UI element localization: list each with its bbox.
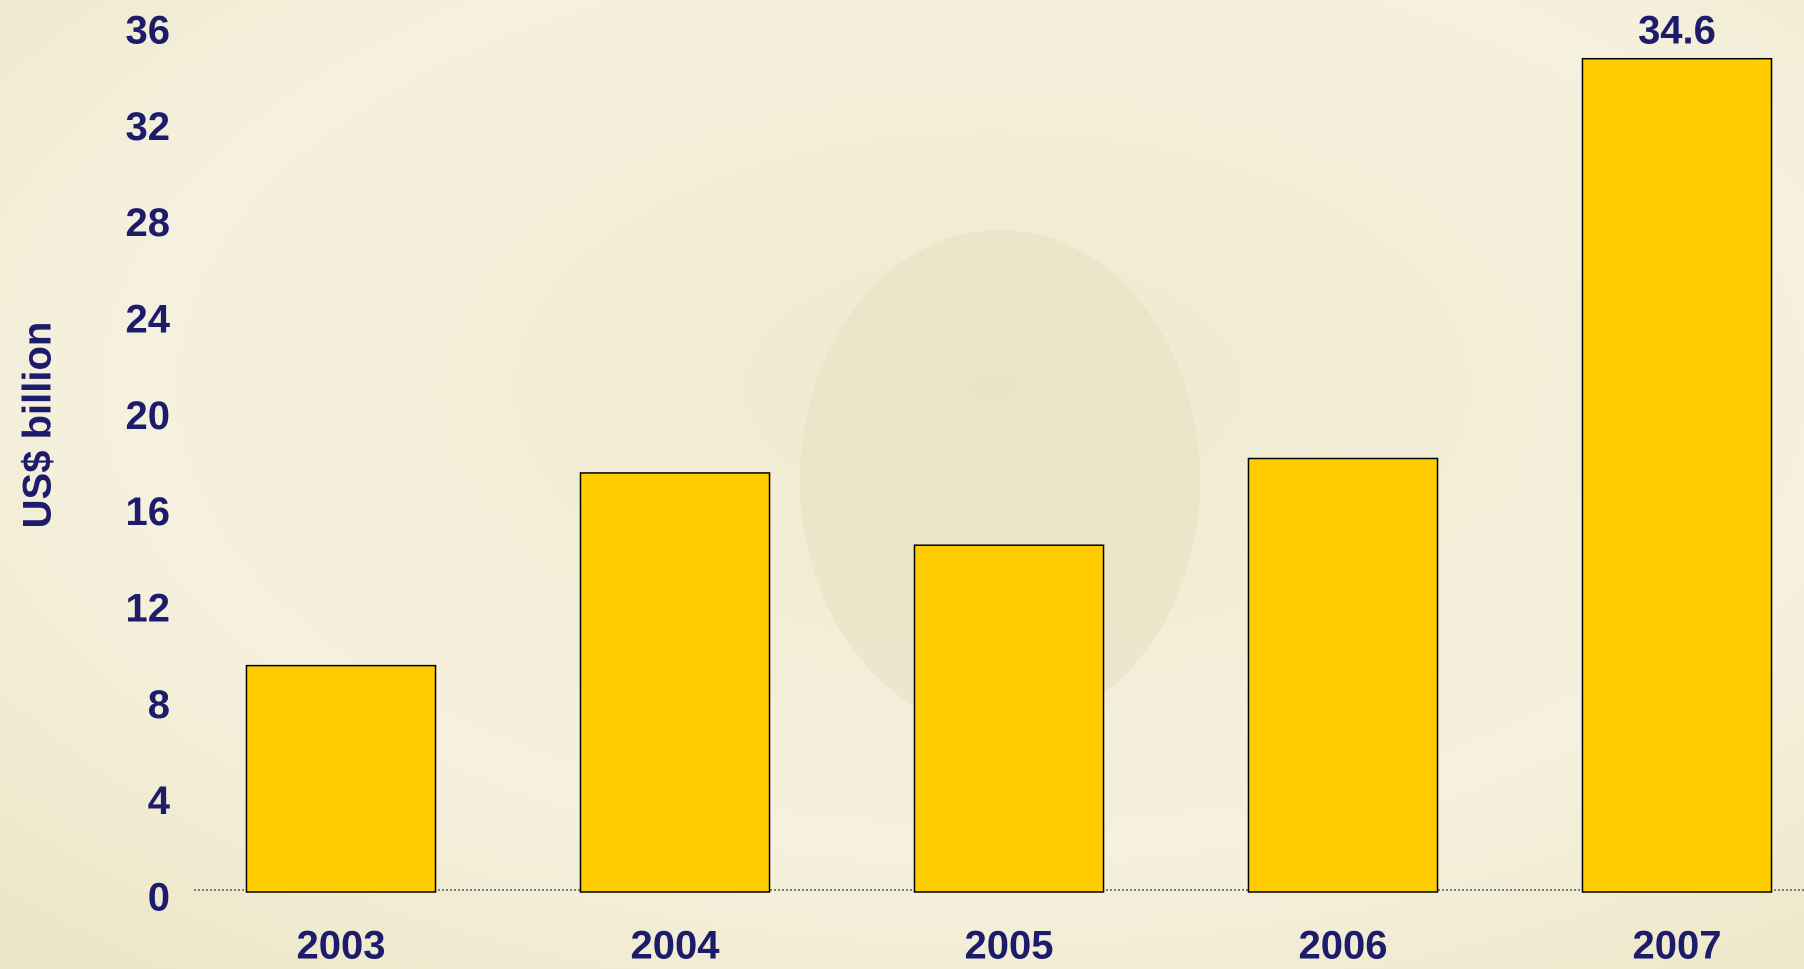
y-tick-label: 0 [148, 876, 170, 920]
y-tick-label: 36 [126, 9, 171, 53]
x-tick-label: 2003 [297, 924, 386, 968]
page: US$ billion 0 4 8 12 16 20 24 28 32 36 2003 2004 200… [0, 0, 1804, 969]
y-tick-label: 24 [126, 298, 171, 342]
y-tick-label: 12 [126, 587, 171, 631]
y-tick-label: 20 [126, 394, 171, 438]
bar [246, 666, 435, 892]
y-tick-label: 32 [126, 105, 171, 149]
data-label: 34.6 [1638, 8, 1716, 52]
y-tick-label: 4 [148, 779, 171, 823]
bar [580, 473, 769, 892]
x-tick-label: 2007 [1633, 924, 1722, 968]
chart: US$ billion 0 4 8 12 16 20 24 28 32 36 2003 2004 200… [0, 0, 1804, 969]
bar [1248, 459, 1437, 893]
x-tick-label: 2006 [1299, 924, 1388, 968]
bar [1582, 59, 1771, 892]
y-tick-label: 28 [126, 201, 171, 245]
x-tick-label: 2005 [965, 924, 1054, 968]
bar [914, 545, 1103, 892]
x-tick-label: 2004 [631, 924, 721, 968]
y-axis-title: US$ billion [16, 322, 60, 529]
y-tick-label: 16 [126, 490, 171, 534]
y-tick-label: 8 [148, 683, 170, 727]
